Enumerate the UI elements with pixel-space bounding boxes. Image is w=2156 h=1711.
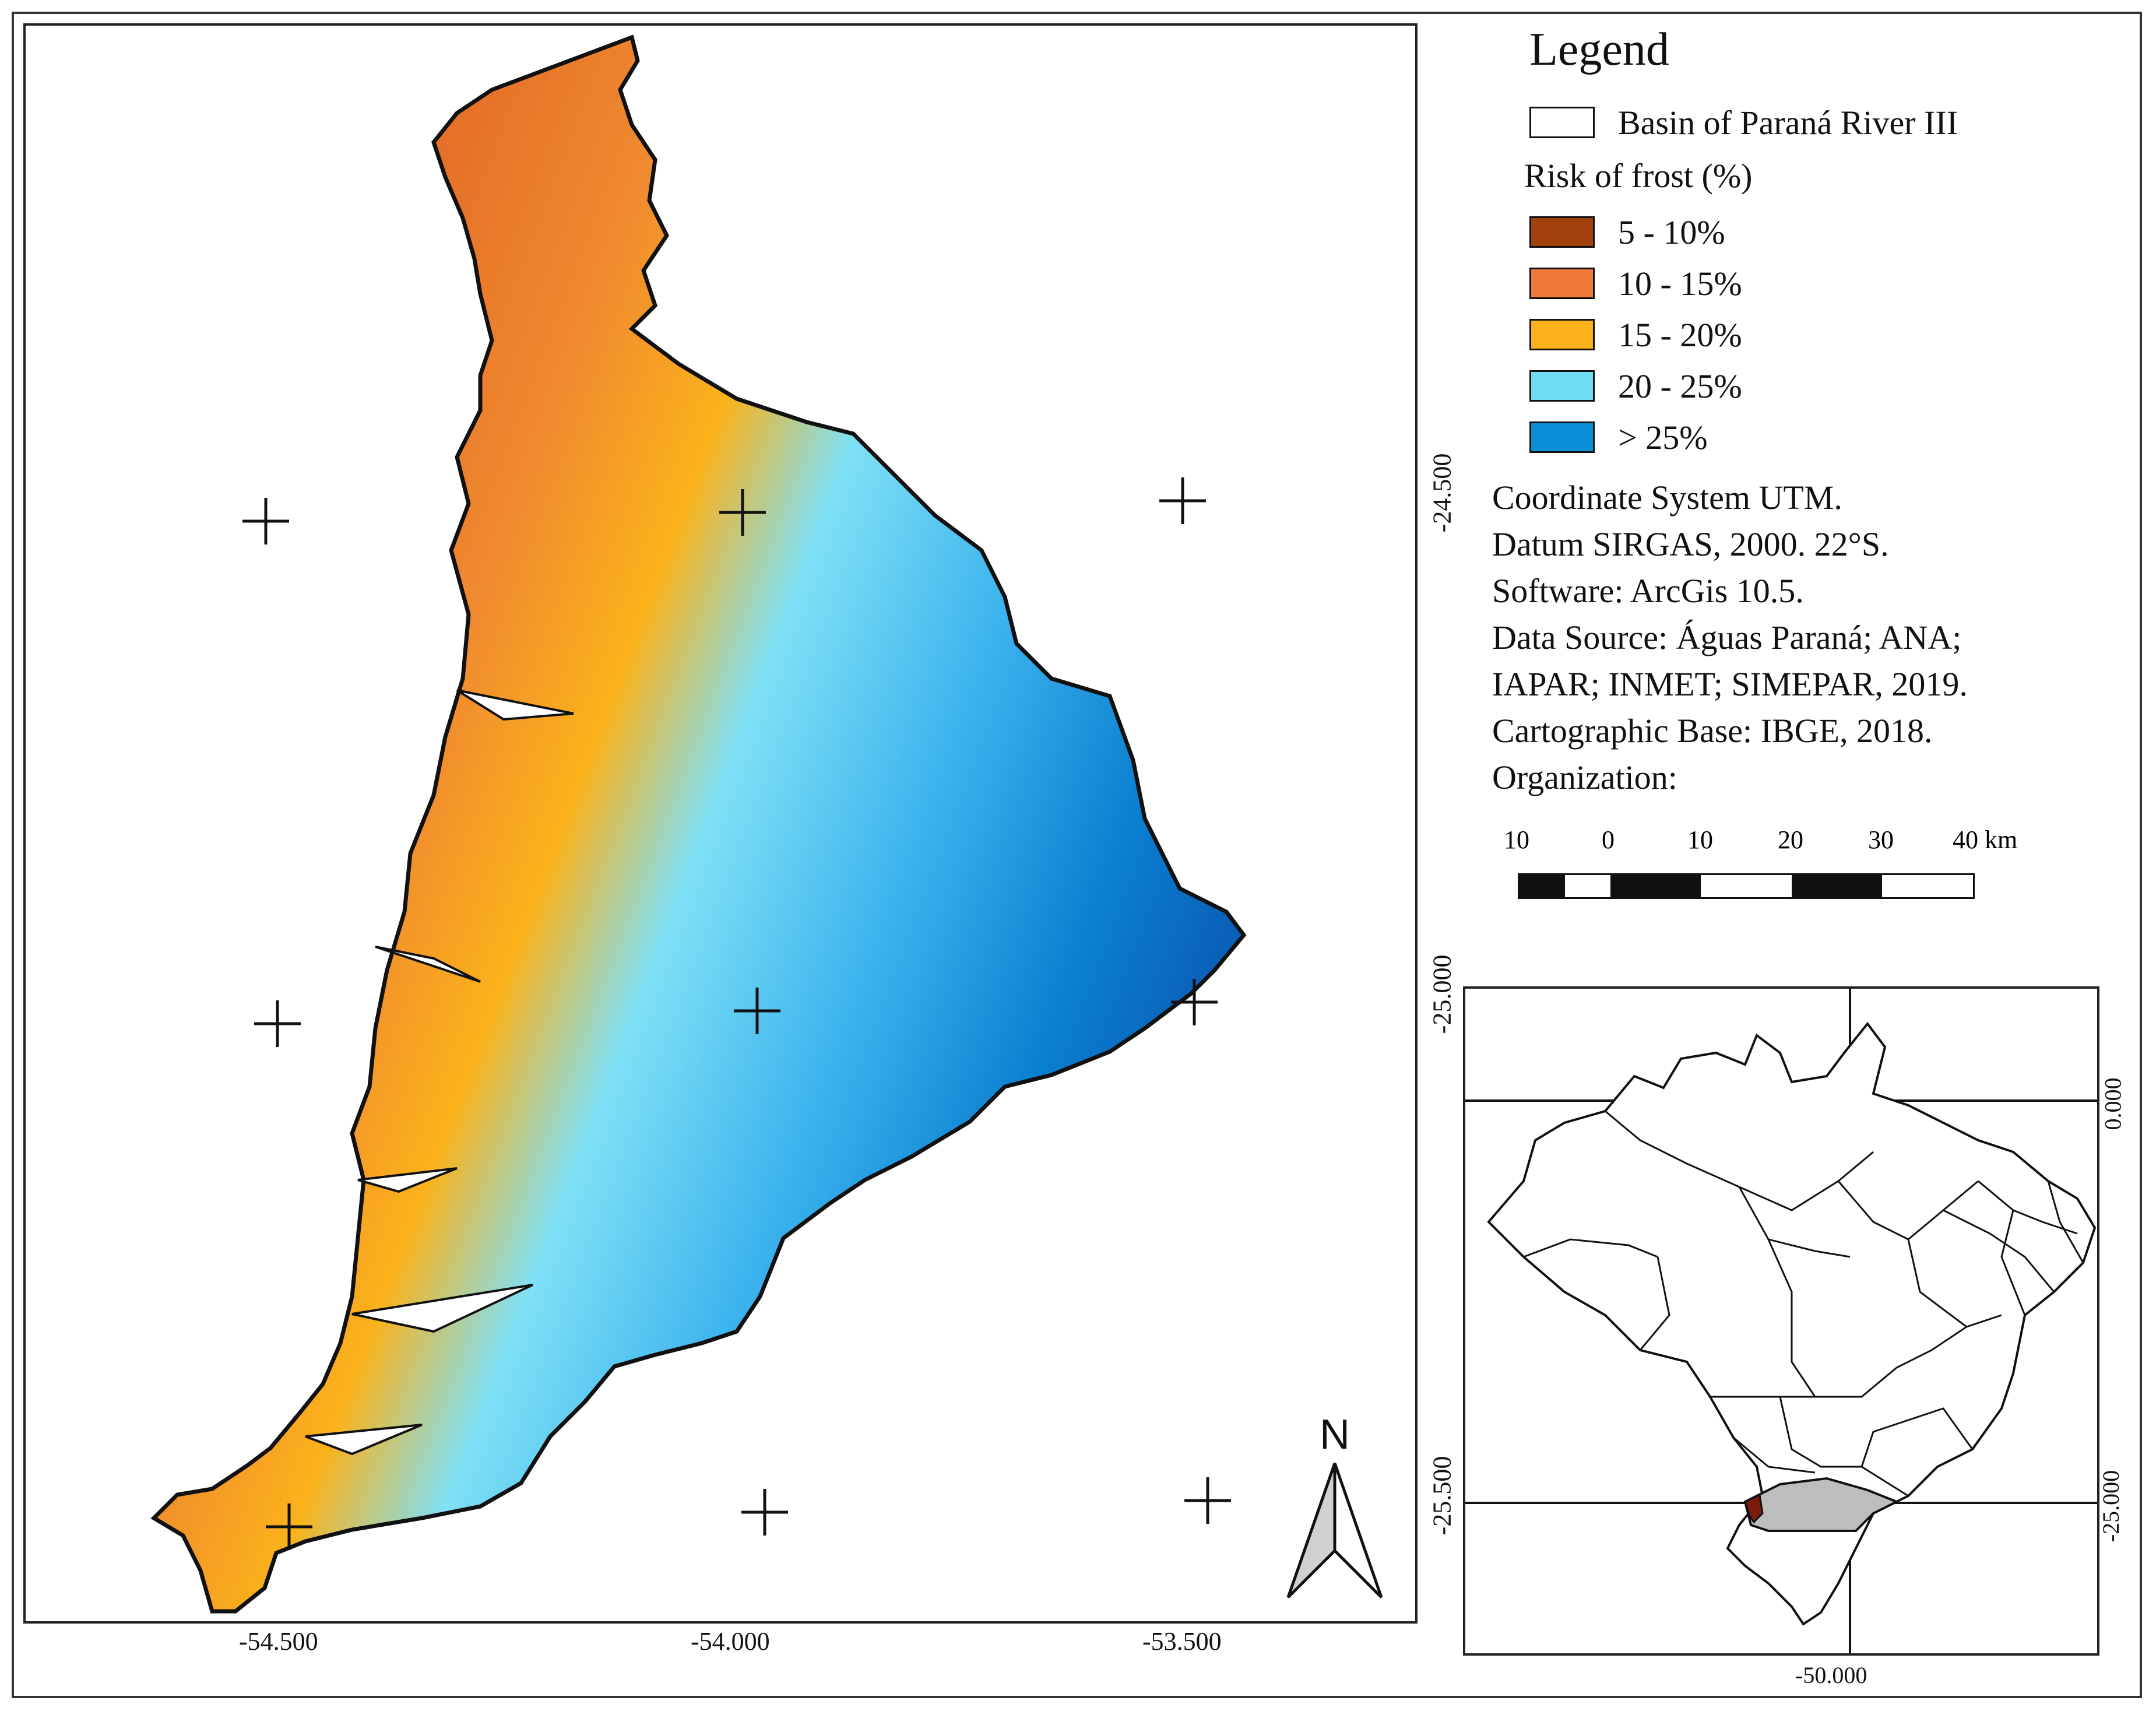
legend-item-class: > 25%	[1529, 419, 1708, 456]
scale-bar	[1518, 873, 1975, 899]
north-arrow-icon	[1286, 1463, 1383, 1598]
scale-label: 20	[1778, 825, 1803, 854]
scale-label: 10	[1504, 825, 1529, 854]
risk-title: Risk of frost (%)	[1524, 157, 1753, 195]
info-line: Data Source: Águas Paraná; ANA;	[1492, 619, 1962, 656]
reservoir-arm	[456, 689, 574, 721]
x-tick-label: -53.500	[1142, 1627, 1222, 1656]
basin-highlight	[1744, 1493, 1764, 1524]
basin-map-svg	[150, 34, 1247, 1614]
scale-label: 40 km	[1953, 825, 2018, 854]
legend-item-label: Basin of Paraná River III	[1618, 103, 1958, 142]
legend-title: Legend	[1529, 24, 1669, 75]
north-label: N	[1320, 1411, 1350, 1458]
reservoir-arm	[305, 1424, 423, 1456]
class-swatch	[1529, 216, 1595, 248]
legend-item-class: 5 - 10%	[1529, 213, 1725, 251]
legend-item-basin: Basin of Paraná River III	[1529, 103, 1958, 142]
basin-swatch	[1529, 107, 1595, 138]
brazil-inset-svg	[1465, 989, 2097, 1653]
legend: Legend Basin of Paraná River III Risk of…	[1469, 23, 2122, 979]
info-line: Datum SIRGAS, 2000. 22°S.	[1492, 525, 1889, 563]
main-map	[23, 23, 1418, 1624]
scale-label: 0	[1602, 825, 1615, 854]
y-tick-label: -25.500	[1427, 1456, 1457, 1536]
x-tick-label: -54.500	[239, 1627, 318, 1656]
class-swatch	[1529, 319, 1595, 350]
legend-item-label: 10 - 15%	[1618, 264, 1742, 303]
legend-item-class: 10 - 15%	[1529, 264, 1742, 303]
legend-item-class: 20 - 25%	[1529, 367, 1742, 405]
legend-item-label: 5 - 10%	[1618, 213, 1725, 251]
legend-item-class: 15 - 20%	[1529, 315, 1742, 354]
reservoir-arm	[351, 1284, 533, 1333]
y-tick-label: -24.500	[1427, 453, 1457, 533]
parana-state	[1743, 1477, 1900, 1532]
class-swatch	[1529, 421, 1595, 453]
scale-label: 30	[1868, 825, 1894, 854]
basin-polygon	[150, 34, 1247, 1614]
legend-item-label: > 25%	[1618, 418, 1708, 456]
inset-y-tick: -25.000	[2098, 1470, 2125, 1543]
inset-x-tick: -50.000	[1795, 1662, 1867, 1688]
north-arrow: N	[1276, 1411, 1405, 1609]
legend-item-label: 15 - 20%	[1618, 315, 1742, 354]
figure-frame	[12, 12, 2142, 1698]
y-tick-label: -25.000	[1427, 954, 1457, 1034]
reservoir-arm	[357, 1167, 458, 1193]
reservoir-arm	[375, 946, 481, 983]
legend-item-label: 20 - 25%	[1618, 367, 1742, 405]
class-swatch	[1529, 370, 1595, 402]
info-line: Cartographic Base: IBGE, 2018.	[1492, 712, 1933, 750]
info-line: IAPAR; INMET; SIMEPAR, 2019.	[1492, 665, 1968, 703]
class-swatch	[1529, 268, 1595, 299]
info-line: Organization:	[1492, 758, 1677, 796]
inset-map	[1463, 986, 2099, 1656]
inset-y-tick: 0.000	[2099, 1077, 2126, 1130]
info-line: Software: ArcGis 10.5.	[1492, 572, 1804, 610]
state-borders	[1523, 1110, 2084, 1497]
scale-label: 10	[1687, 825, 1713, 854]
x-tick-label: -54.000	[691, 1627, 770, 1656]
graticule	[242, 477, 1231, 1550]
info-line: Coordinate System UTM.	[1492, 479, 1842, 517]
